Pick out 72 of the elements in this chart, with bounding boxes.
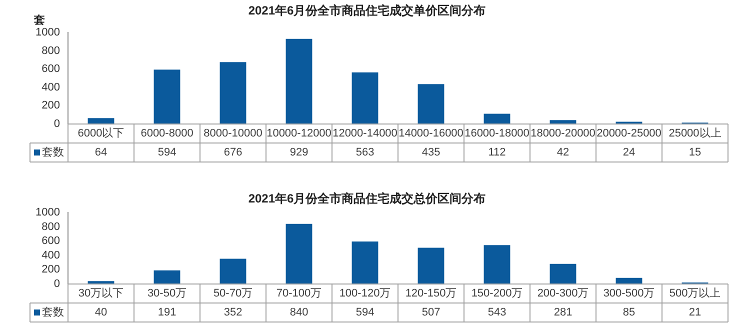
bar	[220, 62, 246, 124]
x-tick-label: 300-500万	[603, 288, 655, 300]
x-tick-label: 50-70万	[213, 288, 253, 300]
y-tick-label: 400	[42, 81, 60, 94]
x-tick-label: 500万以上	[669, 286, 721, 300]
bar	[352, 241, 378, 284]
x-tick-label: 100-120万	[339, 288, 391, 300]
y-tick-label: 0	[54, 118, 60, 130]
x-tick-label: 10000-12000	[266, 128, 332, 140]
data-label: 840	[290, 306, 308, 319]
x-tick-label: 18000-20000	[530, 128, 596, 140]
y-tick-label: 200	[42, 100, 60, 112]
bar	[220, 258, 246, 284]
data-label: 676	[224, 146, 242, 159]
chart-title: 2021年6月份全市商品住宅成交总价区间分布	[248, 192, 486, 206]
x-tick-label: 12000-14000	[332, 128, 398, 140]
data-label: 929	[290, 146, 308, 159]
data-label: 594	[356, 306, 374, 319]
bar	[88, 118, 114, 124]
data-label: 15	[688, 146, 702, 159]
data-label: 112	[488, 146, 506, 159]
y-tick-label: 1000	[36, 206, 60, 218]
bar	[154, 270, 180, 284]
y-tick-label: 800	[42, 44, 60, 57]
x-tick-label: 30-50万	[147, 288, 187, 300]
x-tick-label: 16000-18000	[464, 128, 530, 140]
legend-label: 套数	[42, 306, 64, 319]
x-tick-label: 6000-8000	[140, 128, 194, 140]
data-label: 21	[688, 306, 702, 319]
data-label: 40	[94, 306, 108, 319]
y-tick-label: 600	[42, 235, 60, 248]
bar	[418, 84, 444, 124]
bar	[484, 114, 510, 124]
bar	[352, 72, 378, 124]
data-label: 435	[422, 146, 440, 159]
y-tick-label: 800	[42, 220, 60, 233]
y-tick-label: 0	[54, 278, 60, 290]
data-label: 563	[356, 146, 374, 159]
x-tick-label: 25000以上	[668, 126, 722, 140]
data-label: 191	[158, 306, 176, 319]
data-label: 352	[224, 306, 242, 319]
bar	[154, 70, 180, 124]
x-tick-label: 14000-16000	[398, 128, 464, 140]
bar	[550, 120, 576, 124]
bar	[484, 245, 510, 284]
data-label: 594	[158, 146, 176, 159]
y-axis-title: 套	[33, 13, 45, 26]
bar	[286, 38, 312, 124]
data-label: 85	[622, 306, 636, 319]
x-tick-label: 200-300万	[537, 288, 589, 300]
x-tick-label: 30万以下	[78, 286, 124, 300]
x-tick-label: 6000以下	[78, 126, 124, 140]
data-label: 281	[554, 306, 572, 319]
y-tick-label: 400	[42, 249, 60, 262]
data-label: 507	[422, 306, 440, 319]
y-tick-label: 1000	[36, 26, 60, 38]
bar	[550, 264, 576, 284]
x-tick-label: 8000-10000	[204, 128, 262, 140]
bar	[418, 248, 444, 284]
data-label: 543	[488, 306, 506, 319]
data-label: 24	[622, 146, 636, 159]
x-tick-label: 70-100万	[276, 288, 322, 300]
legend-label: 套数	[42, 146, 64, 159]
bar	[286, 224, 312, 284]
x-tick-label: 20000-25000	[596, 128, 662, 140]
x-tick-label: 150-200万	[471, 288, 523, 300]
x-tick-label: 120-150万	[405, 288, 457, 300]
data-label: 42	[556, 146, 570, 159]
data-label: 64	[94, 146, 108, 159]
y-tick-label: 200	[42, 264, 60, 276]
y-tick-label: 600	[42, 63, 60, 76]
chart-title: 2021年6月份全市商品住宅成交单价区间分布	[248, 4, 486, 18]
